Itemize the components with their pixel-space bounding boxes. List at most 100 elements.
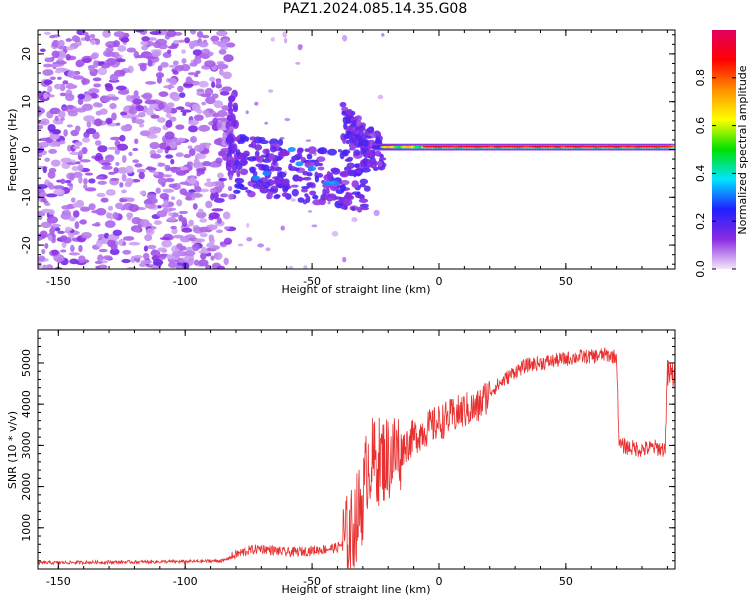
figure-title: PAZ1.2024.085.14.35.G08 <box>282 1 468 17</box>
noise-blob <box>171 227 178 235</box>
noise-blob <box>52 185 65 190</box>
noise-blob <box>153 220 162 225</box>
noise-blob <box>194 185 202 193</box>
signal-blob <box>337 199 345 204</box>
noise-blob <box>147 59 153 67</box>
noise-blob <box>122 249 132 255</box>
signal-blob <box>239 134 247 141</box>
noise-blob <box>77 93 85 100</box>
noise-blob <box>57 76 62 80</box>
noise-blob <box>188 40 196 49</box>
snr-series-line <box>38 347 675 569</box>
noise-blob <box>157 247 167 252</box>
noise-blob <box>181 49 186 54</box>
noise-blob <box>198 188 210 193</box>
noise-blob <box>208 234 215 242</box>
noise-blob <box>94 118 103 127</box>
noise-blob <box>147 37 157 41</box>
noise-blob <box>165 119 173 128</box>
noise-blob <box>179 235 192 243</box>
noise-blob <box>195 70 201 74</box>
signal-blob <box>283 179 289 185</box>
noise-blob <box>61 106 68 111</box>
signal-blob <box>342 116 349 124</box>
noise-blob <box>122 241 127 246</box>
noise-blob <box>190 136 198 144</box>
noise-blob <box>109 177 120 181</box>
noise-blob <box>45 193 58 198</box>
noise-blob <box>217 62 224 70</box>
noise-blob <box>95 110 102 116</box>
noise-blob <box>94 39 100 45</box>
noise-blob <box>166 49 172 54</box>
noise-blob <box>218 177 228 182</box>
colorbar-label: Normalized spectral amplitude <box>736 65 749 234</box>
noise-blob <box>101 165 113 170</box>
noise-blob <box>69 151 81 155</box>
noise-blob <box>179 188 188 196</box>
signal-blob <box>317 166 325 171</box>
noise-blob <box>184 37 191 44</box>
signal-blob <box>351 180 359 188</box>
noise-blob <box>68 216 76 222</box>
noise-blob <box>184 101 191 107</box>
noise-blob <box>223 226 231 230</box>
signal-blob <box>360 206 370 211</box>
noise-blob <box>138 171 145 180</box>
noise-blob <box>270 37 275 42</box>
signal-blob <box>323 174 333 181</box>
noise-blob <box>126 47 137 53</box>
signal-blob <box>365 135 372 139</box>
signal-blob <box>312 199 322 206</box>
noise-blob <box>216 217 222 224</box>
signal-blob <box>342 198 353 206</box>
colorbar-ticks: 0.0 0.2 0.4 0.6 0.8 <box>694 69 736 278</box>
noise-blob <box>169 140 177 149</box>
noise-blob <box>205 142 211 150</box>
noise-blob <box>327 201 331 205</box>
noise-blob <box>200 34 210 39</box>
signal-blob <box>345 192 353 196</box>
noise-blob <box>54 115 59 122</box>
signal-blob <box>227 186 233 192</box>
noise-blob <box>63 129 68 137</box>
noise-blob <box>66 124 73 128</box>
noise-blob <box>169 207 177 211</box>
noise-blob <box>109 103 117 110</box>
signal-blob <box>341 149 349 157</box>
noise-blob <box>158 162 166 167</box>
noise-blob <box>70 197 76 203</box>
noise-blob <box>104 220 116 228</box>
signal-blob <box>346 125 354 130</box>
noise-blob <box>182 262 190 269</box>
noise-blob <box>80 206 91 212</box>
signal-blob <box>278 171 287 178</box>
signal-blob <box>297 197 305 203</box>
noise-blob <box>192 49 203 56</box>
colorbar-gradient <box>712 30 736 269</box>
noise-blob <box>206 178 211 182</box>
noise-blob <box>197 259 209 267</box>
noise-blob <box>216 121 223 129</box>
signal-blob <box>340 179 350 186</box>
y-tick-label: 4000 <box>20 390 33 418</box>
noise-blob <box>38 191 48 198</box>
noise-blob <box>59 92 67 97</box>
noise-blob <box>213 197 225 203</box>
noise-blob <box>93 68 99 74</box>
noise-blob <box>39 48 46 53</box>
signal-blob <box>360 147 366 155</box>
signal-blob <box>234 177 245 184</box>
noise-blob <box>105 117 113 125</box>
snr-panel: -150 -100 -50 0 50 1000 2000 3000 4000 5000 Heig… <box>6 329 676 596</box>
signal-blob <box>340 204 348 210</box>
signal-blob <box>355 126 361 130</box>
noise-blob <box>150 114 160 119</box>
signal-blob <box>267 191 273 200</box>
noise-blob <box>223 237 233 245</box>
noise-blob <box>163 200 169 206</box>
noise-blob <box>178 39 185 43</box>
noise-blob <box>88 178 96 184</box>
noise-blob <box>199 232 208 238</box>
